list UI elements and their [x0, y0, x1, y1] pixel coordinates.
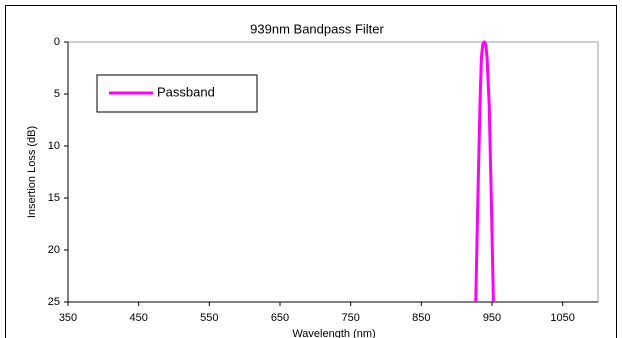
x-tick-label: 850	[412, 312, 430, 324]
y-tick-label: 0	[54, 36, 60, 48]
x-tick-label: 1050	[550, 312, 574, 324]
chart-title: 939nm Bandpass Filter	[250, 21, 384, 36]
x-axis-label: Wavelength (nm)	[292, 328, 375, 338]
y-tick-label: 25	[48, 296, 60, 308]
y-tick-label: 20	[48, 244, 60, 256]
y-tick-label: 5	[54, 88, 60, 100]
x-tick-label: 650	[271, 312, 289, 324]
x-tick-label: 550	[200, 312, 218, 324]
y-axis-label: Insertion Loss (dB)	[26, 126, 38, 218]
y-tick-label: 15	[48, 192, 60, 204]
series-line	[474, 40, 495, 303]
x-tick-label: 350	[59, 312, 77, 324]
x-tick-label: 450	[129, 312, 147, 324]
x-tick-label: 950	[483, 312, 501, 324]
y-tick-label: 10	[48, 140, 60, 152]
legend-label: Passband	[157, 84, 215, 99]
x-tick-label: 750	[341, 312, 359, 324]
